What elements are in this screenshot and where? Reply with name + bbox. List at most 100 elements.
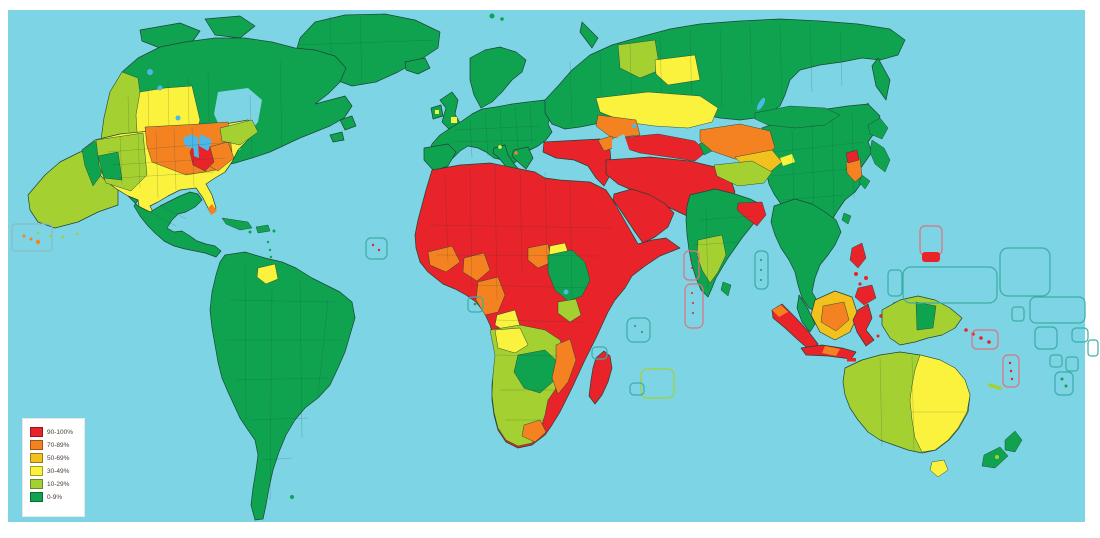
lake-victoria xyxy=(563,289,569,295)
region-iceland xyxy=(404,57,431,75)
region-albania-spot xyxy=(514,151,518,155)
region-hawaii xyxy=(22,234,41,245)
region-uk-yellow-spot xyxy=(451,117,457,123)
region-west-africa-coast xyxy=(427,245,461,273)
region-zambia-zimbabwe xyxy=(513,349,559,394)
legend-row: 30-49% xyxy=(30,465,84,477)
tuvalu-box xyxy=(1034,326,1058,350)
legend-label: 0-9% xyxy=(47,493,63,501)
region-angola-yellow xyxy=(494,327,529,354)
region-taiwan xyxy=(841,212,852,225)
africa xyxy=(414,162,681,449)
legend-row: 70-89% xyxy=(30,439,84,451)
region-florida-tip xyxy=(208,204,217,215)
region-alps-spot xyxy=(498,145,502,149)
region-nw-siberia xyxy=(617,39,661,79)
region-mongolia xyxy=(754,105,841,129)
hudson-bay xyxy=(214,88,262,150)
region-new-zealand xyxy=(981,430,1023,469)
region-mozambique xyxy=(551,338,577,395)
legend-swatch-30-49 xyxy=(30,466,43,476)
region-nova-scotia xyxy=(329,131,345,143)
oceania xyxy=(771,242,1023,478)
legend: 90-100% 70-89% 50-69% 30-49% 10-29% 0-9% xyxy=(22,418,85,517)
region-tasmania xyxy=(929,459,949,478)
region-cape-verde xyxy=(371,243,381,252)
legend-swatch-0-9 xyxy=(30,492,43,502)
region-sri-lanka xyxy=(720,281,732,297)
micronesia-box xyxy=(902,266,998,304)
nauru-box xyxy=(1011,306,1025,322)
lake-baikal xyxy=(756,97,766,111)
region-vanuatu xyxy=(1008,361,1014,381)
vanuatu-box xyxy=(1002,354,1020,388)
andaman-box xyxy=(754,250,769,290)
kiribati-box xyxy=(1029,296,1086,324)
north-america xyxy=(27,13,441,265)
sao-tome-box xyxy=(467,296,484,313)
legend-label: 50-69% xyxy=(47,454,70,462)
region-novaya-zemlya xyxy=(579,21,599,49)
cape-verde-box xyxy=(365,237,388,260)
region-maldives xyxy=(690,259,694,314)
region-tanzania-interior xyxy=(557,298,582,323)
region-nigeria-south xyxy=(462,252,491,282)
legend-row: 0-9% xyxy=(30,491,84,503)
region-kazakhstan-west xyxy=(595,114,641,139)
legend-swatch-10-29 xyxy=(30,479,43,489)
region-arctic-islands-2 xyxy=(204,15,256,39)
svalbard xyxy=(489,13,504,21)
region-yamal-yellow xyxy=(654,54,701,86)
region-seychelles xyxy=(634,325,643,333)
region-sulawesi xyxy=(852,303,875,347)
mauritius-box xyxy=(629,382,645,396)
palau-box xyxy=(887,269,903,297)
region-us-great-basin xyxy=(97,151,123,181)
region-east-africa-green xyxy=(547,249,591,302)
legend-swatch-50-69 xyxy=(30,453,43,463)
region-new-caledonia xyxy=(988,383,1002,391)
region-ireland-yellow-spot xyxy=(435,110,439,114)
region-south-india xyxy=(696,234,727,284)
region-fiji xyxy=(1060,377,1068,388)
seychelles-box xyxy=(626,317,651,343)
legend-row: 90-100% xyxy=(30,426,84,438)
region-tibet xyxy=(713,160,773,187)
region-andaman-islands xyxy=(760,259,762,281)
region-nz-yellow-spot xyxy=(995,455,999,459)
region-newfoundland xyxy=(339,115,357,131)
region-arabia xyxy=(612,188,675,244)
region-cape-orange xyxy=(521,419,547,443)
region-south-america xyxy=(209,251,356,521)
region-australia-east xyxy=(909,354,971,453)
hawaii-box xyxy=(11,223,53,252)
region-java-orange xyxy=(822,346,840,356)
region-mexico-central-america xyxy=(127,191,222,258)
great-lakes xyxy=(183,134,212,158)
region-bengal-bangladesh xyxy=(736,201,767,227)
region-guam-marianas xyxy=(922,252,940,262)
legend-swatch-70-89 xyxy=(30,440,43,450)
island-boxes xyxy=(11,223,1099,399)
great-bear-lake xyxy=(147,69,153,75)
region-us-northeast xyxy=(219,119,259,146)
region-scandinavia xyxy=(469,46,527,109)
region-borneo-interior xyxy=(820,301,850,332)
falkland-islands xyxy=(290,495,294,499)
legend-row: 10-29% xyxy=(30,478,84,490)
region-korea-north xyxy=(845,149,860,164)
maldives-box-north xyxy=(683,250,700,281)
region-kamchatka xyxy=(871,57,891,101)
fiji-box xyxy=(1054,371,1074,396)
region-madagascar xyxy=(588,350,613,405)
wallis-box xyxy=(1071,327,1089,343)
samoa-box xyxy=(1087,339,1099,357)
south-america xyxy=(209,251,356,521)
region-png-highlands xyxy=(915,301,937,331)
caribbean-islands xyxy=(221,217,276,259)
region-sahel-orange xyxy=(527,243,553,269)
comoros-box xyxy=(591,346,608,360)
region-philippines xyxy=(849,242,877,306)
region-guyana xyxy=(256,263,279,285)
